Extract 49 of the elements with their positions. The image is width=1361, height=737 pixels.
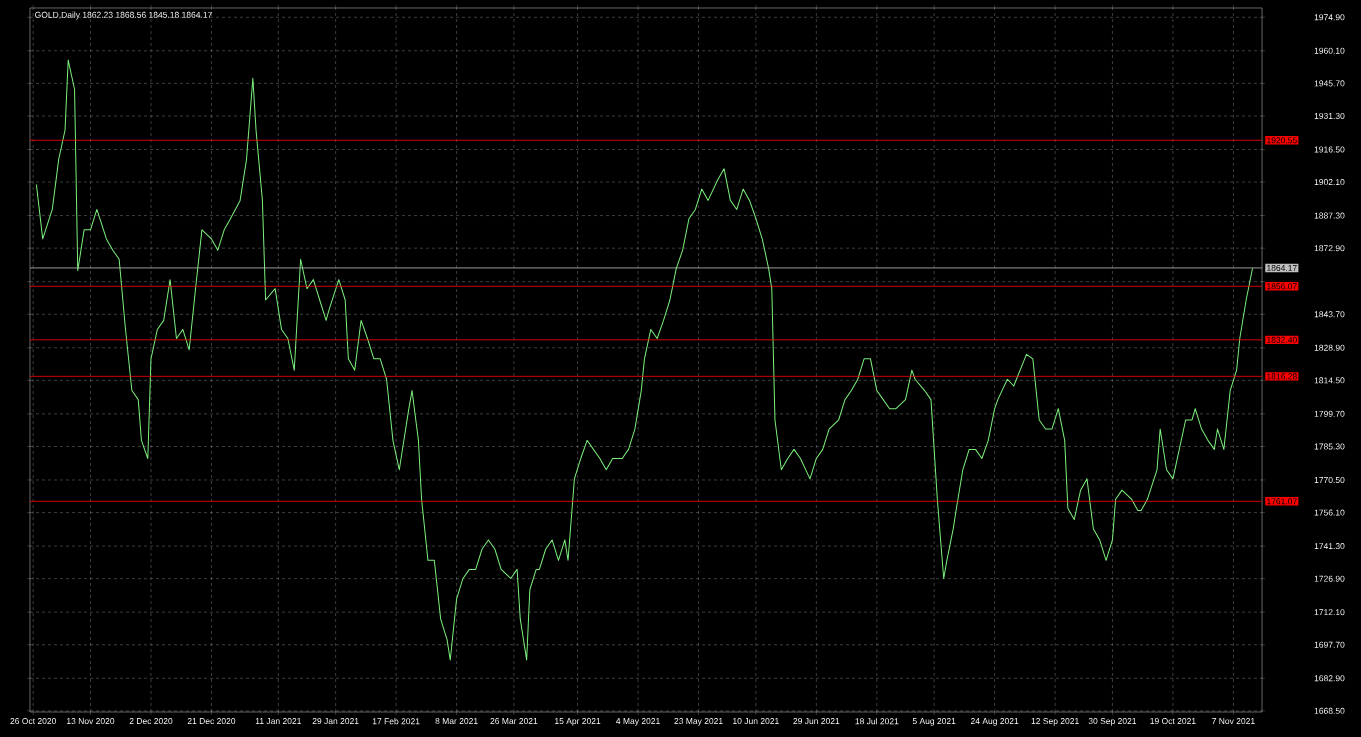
x-tick-label: 26 Mar 2021 — [490, 718, 538, 725]
ref-line-label: 1856.07 — [1267, 283, 1297, 290]
y-tick-label: 1828.90 — [1314, 344, 1345, 351]
y-tick-label: 1726.90 — [1314, 575, 1345, 582]
ref-line-label: 1761.07 — [1267, 498, 1297, 505]
x-tick-label: 29 Jun 2021 — [793, 718, 840, 725]
y-tick-label: 1887.30 — [1314, 212, 1345, 219]
x-tick-label: 2 Dec 2020 — [129, 718, 173, 725]
y-tick-label: 1682.90 — [1314, 675, 1345, 682]
x-tick-label: 13 Nov 2020 — [67, 718, 115, 725]
ref-line-label: 1832.40 — [1267, 336, 1297, 343]
y-tick-label: 1814.50 — [1314, 377, 1345, 384]
y-tick-label: 1668.50 — [1314, 707, 1345, 714]
ref-line-label: 1864.17 — [1267, 264, 1297, 271]
y-tick-label: 1697.70 — [1314, 641, 1345, 648]
x-tick-label: 17 Feb 2021 — [372, 718, 420, 725]
y-tick-label: 1872.90 — [1314, 245, 1345, 252]
chart-title: GOLD,Daily 1862.23 1868.56 1845.18 1864.17 — [35, 11, 212, 20]
y-tick-label: 1931.30 — [1314, 112, 1345, 119]
y-tick-label: 1974.90 — [1314, 14, 1345, 21]
x-tick-label: 18 Jul 2021 — [855, 718, 899, 725]
x-tick-label: 8 Mar 2021 — [435, 718, 478, 725]
y-tick-label: 1945.70 — [1314, 80, 1345, 87]
y-tick-label: 1741.30 — [1314, 543, 1345, 550]
x-tick-label: 4 May 2021 — [616, 718, 660, 726]
x-tick-label: 24 Aug 2021 — [970, 718, 1019, 726]
y-tick-label: 1756.10 — [1314, 509, 1345, 516]
x-tick-label: 10 Jun 2021 — [733, 718, 779, 725]
y-tick-label: 1799.70 — [1314, 410, 1345, 417]
x-tick-label: 12 Sep 2021 — [1031, 718, 1079, 726]
x-tick-label: 15 Apr 2021 — [555, 718, 601, 726]
ref-line-label: 1816.28 — [1267, 373, 1297, 380]
y-tick-label: 1712.10 — [1314, 609, 1345, 616]
x-tick-label: 26 Oct 2020 — [10, 718, 56, 725]
x-tick-label: 21 Dec 2020 — [187, 718, 236, 725]
x-tick-label: 19 Oct 2021 — [1150, 718, 1196, 725]
y-tick-label: 1916.50 — [1314, 146, 1345, 153]
x-tick-label: 11 Jan 2021 — [255, 718, 301, 725]
y-tick-label: 1902.10 — [1314, 179, 1345, 186]
y-tick-label: 1770.50 — [1314, 476, 1345, 483]
x-tick-label: 23 May 2021 — [674, 718, 723, 726]
x-tick-label: 30 Sep 2021 — [1088, 718, 1137, 726]
y-tick-label: 1843.70 — [1314, 311, 1345, 318]
y-tick-label: 1960.10 — [1314, 47, 1345, 54]
ref-line-label: 1920.55 — [1267, 137, 1297, 144]
y-tick-label: 1785.30 — [1314, 443, 1345, 450]
x-tick-label: 29 Jan 2021 — [312, 718, 359, 725]
x-tick-label: 7 Nov 2021 — [1212, 718, 1255, 725]
x-tick-label: 5 Aug 2021 — [912, 718, 956, 726]
